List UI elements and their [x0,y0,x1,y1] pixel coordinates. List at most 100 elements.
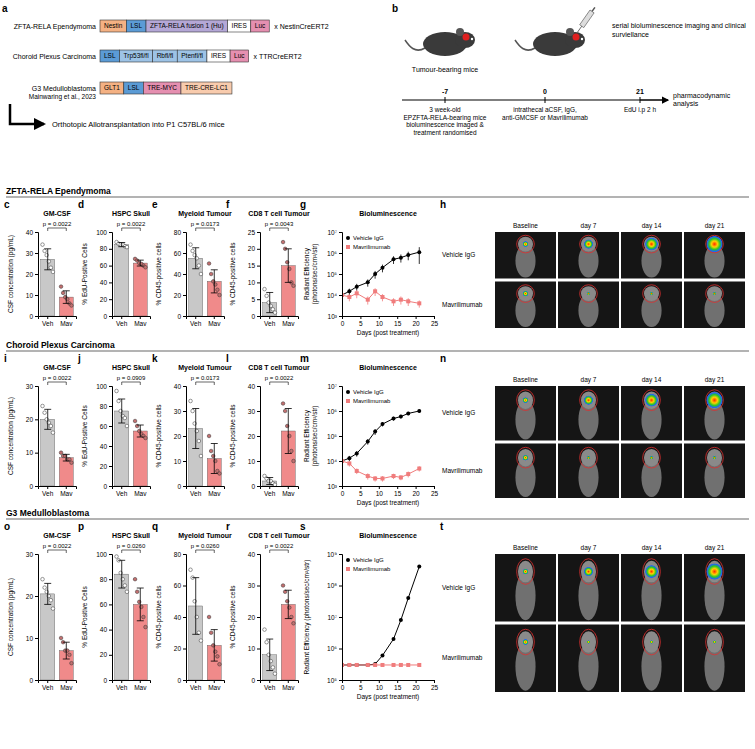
data-point [406,411,410,415]
data-point [59,636,63,640]
text-line: Radiant Efficiency (photons/sec/cm²/str) [303,560,311,675]
y-axis-title: Radiant Efficiency(photons/sec/cm²/str) [303,243,319,304]
axis-line [109,233,113,317]
tick: 0 [29,483,38,490]
tick: 40 [248,551,260,558]
data-point [43,249,47,253]
day-label: 0 [543,88,547,95]
tick-label: 80 [100,245,108,252]
text-line: GLT1 [104,84,120,91]
tick-label: 30 [26,383,34,390]
text-line: Baseline [513,376,538,383]
tick: 10⁴ [327,458,342,465]
image-cell [558,386,619,441]
axis-line [339,233,343,317]
tick-label: 30 [174,408,182,415]
mouse-part [573,34,580,41]
tick-mark [339,486,342,487]
text-line: TRE-MYC [147,84,177,91]
tick-label: 30 [26,551,34,558]
y-axis-title: % CD45-positive cells [155,242,163,306]
y-axis-title: % EdU-Positive Cells [81,586,88,648]
tick-mark [35,638,38,639]
tick-label: 25 [431,490,439,497]
text-line: Luc [255,22,266,29]
error-line [121,399,122,423]
x-axis-title: Days (post treatment) [357,329,420,337]
panel-letter: c [4,199,10,210]
panel-n: nBaselineday 7day 14day 21Vehicle IgGMav… [440,353,745,498]
text-line: HSPC Skull [112,210,150,217]
data-point [207,262,211,266]
tick-label: 0 [251,313,255,320]
text-line: n [440,353,446,364]
image-cell [495,444,556,499]
data-point [399,298,403,302]
text-line: anti-GMCSF or Mavrilimumab [502,114,588,121]
tick-mark [288,316,289,319]
tick: 15 [394,486,402,497]
mouse-part [566,28,574,36]
timeline-text: intrathecal aCSF, IgG,anti-GMCSF or Mavr… [502,106,588,121]
significance-bracket [48,550,67,553]
tick: 30 [26,551,38,558]
tick: 80 [100,576,112,583]
axis-line [343,487,435,490]
x-axis: VehMav [39,486,77,497]
tick-label: Veh [116,490,128,497]
signal [650,456,654,460]
mouse-head [644,237,659,252]
error-line [195,409,196,449]
image-background [621,232,682,279]
marks [41,243,74,316]
arrow [10,104,44,124]
signal [706,236,723,253]
data-point [290,449,294,453]
mouse-head [644,391,659,408]
data-point [51,607,55,611]
chart-title: Bioluminescence [359,532,417,539]
cross-label: x TTRCreERT2 [254,53,302,60]
text-line: x TTRCreERT2 [254,53,302,60]
arrow [640,99,668,101]
error-bar [118,399,125,423]
chart-title: Bioluminescence [359,364,417,371]
mouse-part [515,40,535,50]
marks [342,409,421,482]
error-line [214,444,215,474]
error-line [288,590,289,618]
panel-letter: t [440,521,444,532]
error-line [44,269,51,270]
image-cell [684,554,745,622]
tick-label: Mav [60,320,73,327]
data-point [355,663,359,667]
error-bar [211,270,218,293]
axis-line [109,555,113,681]
error-line [266,312,273,313]
mouse-head [644,286,659,301]
panel-letter: j [77,353,81,364]
roi-outline [706,235,724,253]
text-line: CSF concentration (pg/mL) [7,578,15,656]
y-axis-title: % CD45-positive cells [229,242,237,306]
text-line: analysis [673,100,699,108]
p-value: p = 0.0260 [117,543,146,549]
x-axis: 0510152025 [341,486,439,497]
tick-mark [339,232,342,233]
error-line [266,670,273,671]
tick: Mav [134,316,147,327]
signal [523,291,529,297]
image-cell [558,625,619,693]
tick-label: 20 [174,645,182,652]
tick-mark [109,232,112,233]
tick-label: 20 [100,651,108,658]
tick: Mav [208,486,221,497]
construct-label: ZFTA-RELA fusion 1 (Hu) [150,22,224,30]
tick-mark [257,436,260,437]
mouse-head [707,237,722,252]
tick-mark [214,680,215,683]
tick-mark [109,426,112,427]
text-line: b [392,3,398,14]
text-line: s [300,521,306,532]
chart-title: GM-CSF [43,532,71,539]
